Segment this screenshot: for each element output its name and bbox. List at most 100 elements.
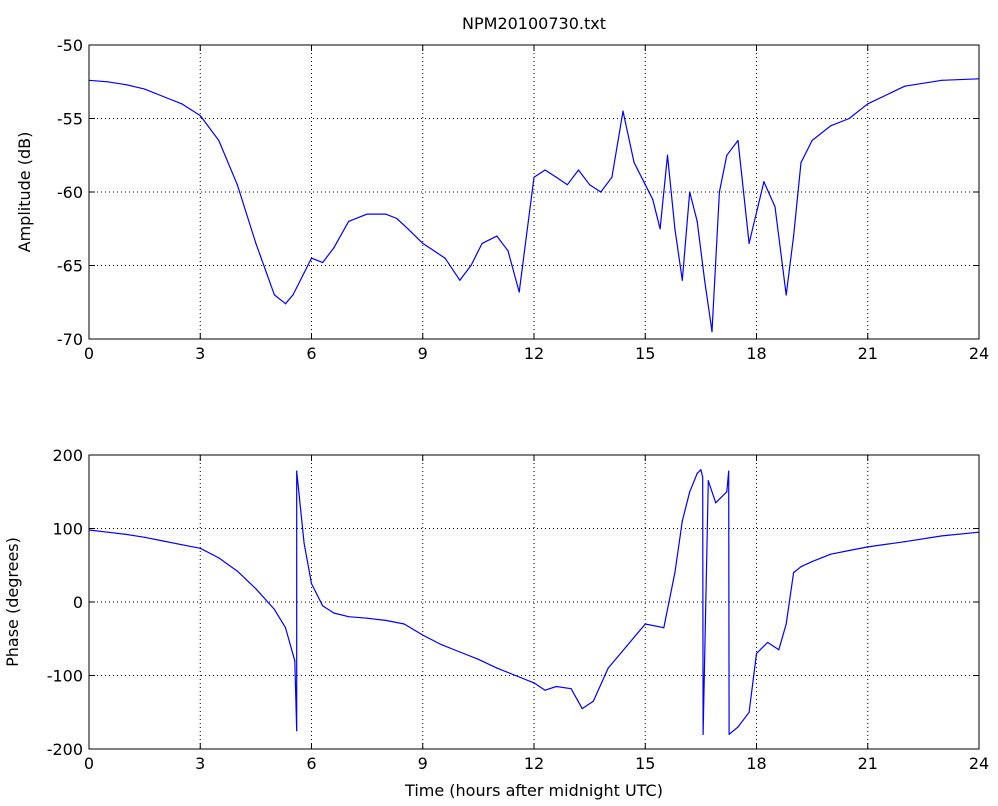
y-axis-label: Amplitude (dB) xyxy=(15,132,34,253)
phase-data-point xyxy=(533,682,535,684)
y-tick-label: -100 xyxy=(47,667,83,686)
amplitude-data-point xyxy=(366,213,368,215)
amplitude-data-point xyxy=(867,103,869,105)
amplitude-data-point xyxy=(830,125,832,127)
x-tick-label: 18 xyxy=(746,754,766,773)
amplitude-data-point xyxy=(125,84,127,86)
amplitude-data-point xyxy=(273,294,276,296)
amplitude-data-point xyxy=(566,184,568,186)
phase-data-point xyxy=(702,476,704,478)
amplitude-data-point xyxy=(433,250,435,252)
amplitude-data-point xyxy=(633,162,635,164)
amplitude-data-point xyxy=(703,279,706,281)
amplitude-data-point xyxy=(696,220,698,222)
phase-data-point xyxy=(867,546,869,548)
amplitude-data-point xyxy=(904,85,906,87)
amplitude-data-point xyxy=(718,191,721,193)
phase-data-point xyxy=(440,644,442,646)
y-tick-label: 100 xyxy=(52,520,83,539)
amplitude-data-point xyxy=(396,217,398,220)
phase-data-point xyxy=(162,540,164,542)
amplitude-data-point xyxy=(422,242,424,245)
phase-data-point xyxy=(689,491,691,493)
phase-data-point xyxy=(303,542,305,544)
chart-title: NPM20100730.txt xyxy=(462,14,606,33)
amplitude-data-point xyxy=(470,264,472,267)
amplitude-data-point xyxy=(144,88,146,90)
x-axis-label: Time (hours after midnight UTC) xyxy=(404,781,663,800)
phase-data-point xyxy=(715,502,717,504)
phase-data-point xyxy=(778,649,780,651)
amplitude-data-point xyxy=(555,176,557,178)
x-tick-label: 3 xyxy=(195,754,205,773)
amplitude-data-point xyxy=(162,95,164,98)
amplitude-data-point xyxy=(674,228,676,230)
amplitude-data-point xyxy=(611,176,613,178)
phase-data-point xyxy=(644,623,646,625)
phase-data-point xyxy=(581,707,583,710)
phase-data-point xyxy=(181,544,183,546)
amplitude-data-point xyxy=(785,294,787,296)
phase-data-point xyxy=(607,667,609,669)
phase-data-point xyxy=(726,491,728,493)
amplitude-data-point xyxy=(848,117,850,120)
amplitude-data-point xyxy=(774,206,776,208)
amplitude-data-point xyxy=(941,79,943,81)
amplitude-data-point xyxy=(385,213,387,215)
phase-data-point xyxy=(737,726,739,728)
phase-data-point xyxy=(273,608,276,610)
phase-data-point xyxy=(681,520,683,522)
phase-data-point xyxy=(422,634,424,636)
amplitude-panel: 0 3 6 9 12 15 18 21 24 -70 -65 -60 -55 -50 NPM20100730… xyxy=(15,14,989,363)
amplitude-data-point xyxy=(577,169,580,171)
amplitude-data-point xyxy=(459,279,461,281)
y-tick-label: -200 xyxy=(47,740,83,759)
x-tick-label: 12 xyxy=(524,344,544,363)
amplitude-data-point xyxy=(711,331,713,333)
phase-data-point xyxy=(333,612,335,614)
phase-data-point xyxy=(748,711,750,713)
x-tick-label: 3 xyxy=(195,344,205,363)
x-tick-label: 9 xyxy=(418,344,428,363)
phase-data-point xyxy=(296,470,298,472)
amplitude-data-point xyxy=(347,220,350,222)
phase-data-point xyxy=(514,674,517,677)
phase-data-point xyxy=(767,641,769,644)
amplitude-data-point xyxy=(181,103,183,105)
phase-data-point xyxy=(322,605,324,607)
phase-data-point xyxy=(385,619,387,621)
phase-data-point xyxy=(294,660,296,662)
y-tick-label: 200 xyxy=(52,446,83,465)
amplitude-data-point xyxy=(236,184,238,186)
phase-data-point xyxy=(459,651,461,653)
phase-data-point xyxy=(707,480,709,482)
phase-data-point xyxy=(830,553,832,555)
amplitude-data-point xyxy=(666,154,669,156)
phase-data-point xyxy=(296,730,298,732)
phase-data-point xyxy=(785,623,787,625)
phase-data-point xyxy=(702,733,704,735)
phase-data-point xyxy=(792,572,795,574)
amplitude-data-point xyxy=(589,184,591,186)
amplitude-data-point xyxy=(811,139,813,142)
amplitude-data-point xyxy=(496,235,498,237)
amplitude-data-point xyxy=(533,176,535,178)
amplitude-data-point xyxy=(407,228,409,230)
phase-data-point xyxy=(347,616,350,618)
amplitude-data-point xyxy=(218,139,220,142)
y-tick-label: -60 xyxy=(57,183,83,202)
amplitude-data-point xyxy=(310,257,313,259)
phase-data-point xyxy=(144,536,146,538)
y-axis-label: Phase (degrees) xyxy=(3,537,22,667)
amplitude-data-point xyxy=(333,247,335,249)
phase-data-point xyxy=(366,617,368,619)
amplitude-data-point xyxy=(763,181,765,183)
amplitude-data-point xyxy=(737,139,739,142)
phase-panel: 0 3 6 9 12 15 18 21 24 -200 -100 0 100 200 Time (hours… xyxy=(3,446,989,800)
amplitude-data-point xyxy=(792,235,795,237)
x-tick-label: 24 xyxy=(969,754,989,773)
phase-data-point xyxy=(496,667,498,669)
amplitude-data-point xyxy=(600,191,602,193)
phase-data-point xyxy=(544,689,546,691)
